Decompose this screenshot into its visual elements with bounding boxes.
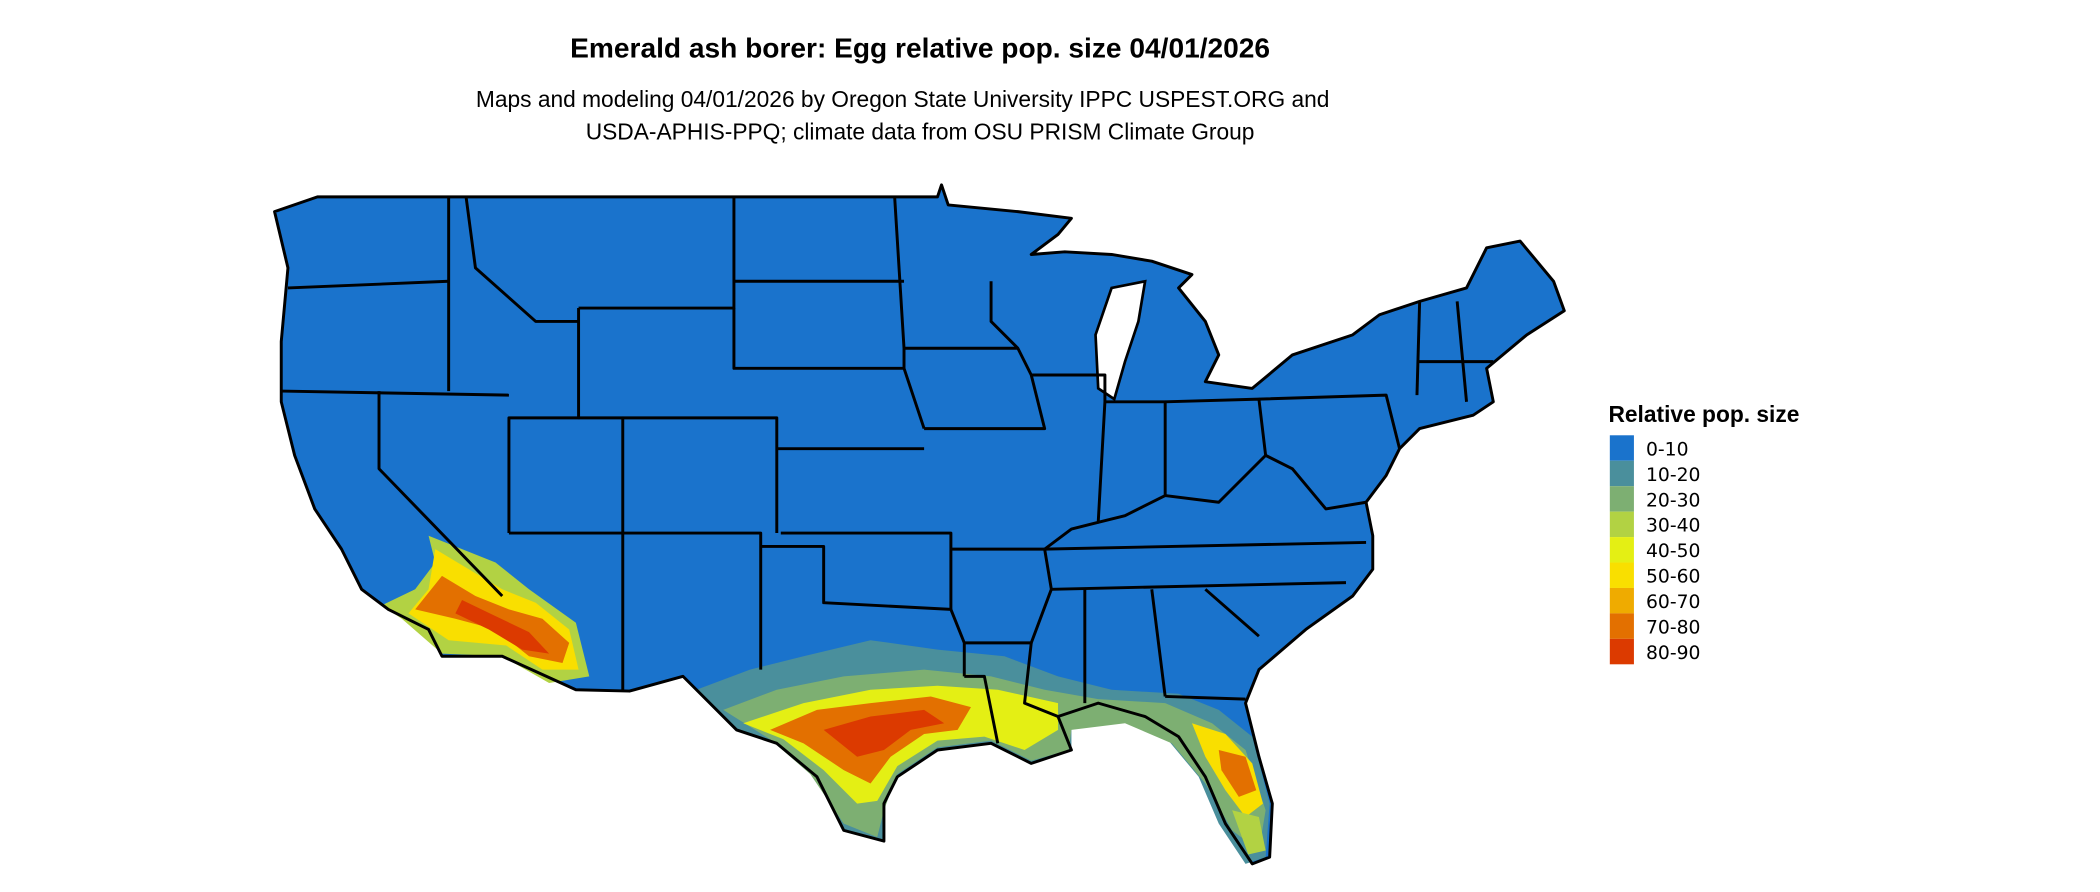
legend-label-30-40: 30-40 xyxy=(1646,516,1700,537)
heat-southwest xyxy=(381,535,590,684)
legend-swatch-10-20 xyxy=(1609,460,1634,487)
legend-title: Relative pop. size xyxy=(1608,401,1799,427)
lake-michigan xyxy=(1094,279,1147,402)
legend-swatch-30-40 xyxy=(1609,511,1634,538)
legend-label-0-10: 0-10 xyxy=(1646,439,1689,460)
legend-swatch-0-10 xyxy=(1609,435,1634,461)
legend-swatch-50-60 xyxy=(1609,562,1634,588)
legend-label-20-30: 20-30 xyxy=(1646,490,1700,511)
state-borders xyxy=(281,196,1494,744)
legend-label-40-50: 40-50 xyxy=(1646,541,1700,562)
legend-label-70-80: 70-80 xyxy=(1646,618,1700,639)
legend-label-80-90: 80-90 xyxy=(1646,643,1700,664)
conus-fill xyxy=(274,184,1565,864)
legend-swatch-80-90 xyxy=(1609,638,1634,665)
legend-swatch-40-50 xyxy=(1609,537,1634,563)
legend-swatch-60-70 xyxy=(1609,587,1634,614)
legend: Relative pop. size 0-10 10-20 20-30 30-40 40… xyxy=(1608,401,1799,665)
legend-swatch-20-30 xyxy=(1609,486,1634,512)
legend-label-50-60: 50-60 xyxy=(1646,567,1700,588)
national-border xyxy=(273,183,1566,866)
legend-swatch-70-80 xyxy=(1609,613,1634,639)
heat-gulf xyxy=(696,640,1270,864)
map-subtitle-line2: USDA-APHIS-PPQ; climate data from OSU PR… xyxy=(586,118,1255,144)
us-map xyxy=(273,183,1566,866)
legend-label-10-20: 10-20 xyxy=(1646,465,1700,486)
legend-label-60-70: 60-70 xyxy=(1646,592,1700,613)
map-subtitle-line1: Maps and modeling 04/01/2026 by Oregon S… xyxy=(476,86,1330,112)
map-title: Emerald ash borer: Egg relative pop. siz… xyxy=(570,33,1270,64)
